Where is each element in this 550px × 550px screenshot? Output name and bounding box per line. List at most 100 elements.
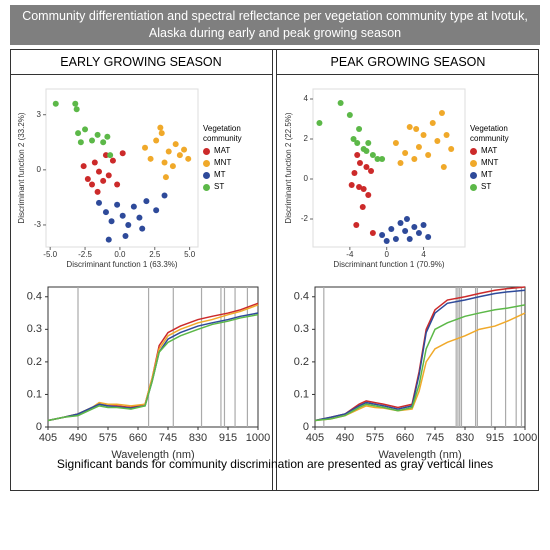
y-tick-label: 0.2 xyxy=(294,356,309,368)
spectrum-line xyxy=(47,313,259,422)
legend-item: ST xyxy=(470,182,536,192)
legend-item: MT xyxy=(203,170,269,180)
legend-item: MAT xyxy=(470,146,536,156)
y-tick-label: 0.2 xyxy=(27,356,42,368)
point xyxy=(356,160,363,166)
legend-item: MNT xyxy=(203,158,269,168)
legend-label: MAT xyxy=(481,146,498,155)
point xyxy=(75,130,82,137)
point xyxy=(360,186,367,192)
point xyxy=(388,226,395,232)
x-tick-label: 490 xyxy=(336,432,354,444)
legend-title: Vegetation community xyxy=(203,124,242,143)
point xyxy=(402,228,409,234)
footer-note: Significant bands for community discrimi… xyxy=(56,457,494,471)
point xyxy=(94,131,101,138)
x-tick-label: 2.5 xyxy=(149,250,161,259)
legend-label: MT xyxy=(481,170,493,179)
legend-label: MAT xyxy=(214,146,231,155)
legend-swatch xyxy=(203,159,210,167)
line-chart: 405 490 575 660 745 830 915 1000 0 0.1 0.2 0.3 0.4 Wa… xyxy=(27,286,270,461)
point xyxy=(365,192,372,198)
legend-label: MNT xyxy=(481,158,499,167)
x-tick-label: 745 xyxy=(159,432,177,444)
point xyxy=(354,152,361,158)
point xyxy=(169,163,176,170)
y-tick-label: 0 xyxy=(36,421,42,433)
point xyxy=(363,164,370,170)
x-axis-label: Discriminant function 1 (63.3%) xyxy=(66,260,177,269)
y-tick-label: -3 xyxy=(34,220,42,229)
point xyxy=(143,198,150,205)
point xyxy=(413,126,420,132)
point xyxy=(411,156,418,162)
legend-item: MAT xyxy=(203,146,269,156)
point xyxy=(104,133,111,140)
point xyxy=(350,136,357,142)
point xyxy=(100,139,107,146)
point xyxy=(420,132,427,138)
point xyxy=(448,146,455,152)
point xyxy=(91,159,98,166)
point xyxy=(105,172,112,179)
point xyxy=(176,152,183,159)
legend-swatch xyxy=(203,171,210,179)
point xyxy=(94,188,101,195)
point xyxy=(337,100,344,106)
y-tick-label: 0.4 xyxy=(27,291,42,303)
point xyxy=(365,140,372,146)
x-tick-label: 1000 xyxy=(246,432,270,444)
x-tick-label: 4 xyxy=(421,250,426,259)
point xyxy=(415,144,422,150)
spectrum-line xyxy=(314,312,526,422)
point xyxy=(356,184,363,190)
point xyxy=(438,110,445,116)
point xyxy=(114,181,121,188)
point xyxy=(102,152,109,159)
point xyxy=(368,168,375,174)
point xyxy=(147,155,154,162)
point xyxy=(403,216,410,222)
legend-swatch xyxy=(470,159,477,167)
point xyxy=(80,163,87,170)
y-tick-label: 0.1 xyxy=(27,388,42,400)
line-chart: 405 490 575 660 745 830 915 1000 0 0.1 0.2 0.3 0.4 Wa… xyxy=(294,286,537,461)
point xyxy=(162,174,169,181)
point xyxy=(406,124,413,130)
point xyxy=(161,192,168,199)
point xyxy=(82,126,89,133)
point xyxy=(397,160,404,166)
point xyxy=(379,156,386,162)
point xyxy=(420,222,427,228)
y-tick-label: 0 xyxy=(304,174,309,183)
point xyxy=(153,137,160,144)
point xyxy=(109,157,116,164)
x-tick-label: -4 xyxy=(346,250,354,259)
point xyxy=(383,238,390,244)
y-tick-label: 0.3 xyxy=(27,323,42,335)
legend-swatch xyxy=(203,183,210,191)
point xyxy=(406,236,413,242)
x-axis-label: Discriminant function 1 (70.9%) xyxy=(333,260,444,269)
x-tick-label: 5.0 xyxy=(184,250,196,259)
point xyxy=(158,130,165,137)
point xyxy=(411,224,418,230)
point xyxy=(415,230,422,236)
point xyxy=(153,207,160,214)
panel-title: PEAK GROWING SEASON xyxy=(277,49,539,75)
y-tick-label: -2 xyxy=(301,214,309,223)
panel-title: EARLY GROWING SEASON xyxy=(10,49,272,75)
y-tick-label: 3 xyxy=(37,110,42,119)
point xyxy=(316,120,323,126)
plot-area xyxy=(312,88,466,248)
x-tick-label: 915 xyxy=(219,432,237,444)
point xyxy=(136,214,143,221)
spectrum-line xyxy=(47,312,259,422)
point xyxy=(161,159,168,166)
point xyxy=(425,234,432,240)
plot-area xyxy=(47,286,259,428)
x-tick-label: 1000 xyxy=(513,432,537,444)
legend-label: ST xyxy=(214,182,225,191)
legend-label: MT xyxy=(214,170,226,179)
